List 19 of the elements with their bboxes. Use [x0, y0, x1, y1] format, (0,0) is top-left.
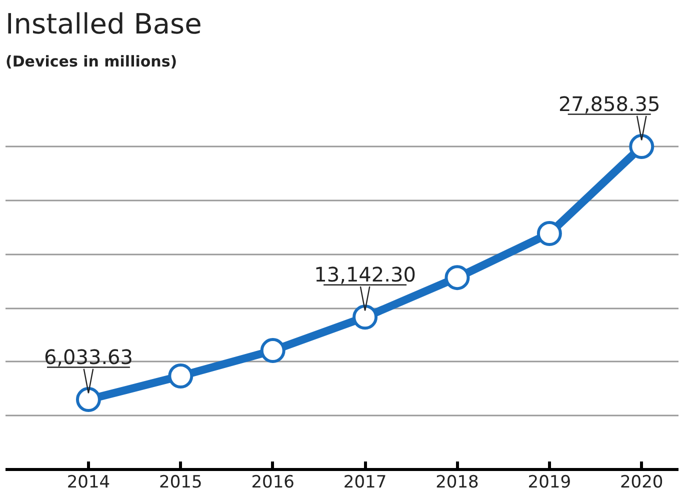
point — [260, 338, 286, 364]
point — [352, 304, 378, 330]
x-tick-label: 2015 — [159, 472, 202, 490]
x-tick-label: 2019 — [528, 472, 572, 490]
point — [536, 221, 562, 246]
data-label: 13,142.30 — [314, 262, 416, 287]
data-label: 6,033.63 — [44, 345, 134, 370]
point — [444, 265, 470, 290]
data-label: 27,858.35 — [558, 92, 660, 116]
x-tick-label: 2014 — [66, 472, 110, 490]
x-tick-label: 2020 — [620, 472, 664, 490]
chart-title: Installed Base — [6, 8, 202, 40]
x-tick-label: 2016 — [251, 472, 294, 490]
x-tick-label: 2017 — [343, 472, 387, 490]
point — [629, 134, 654, 160]
point — [168, 364, 194, 388]
x-tick-label: 2018 — [436, 472, 479, 490]
point — [76, 387, 101, 412]
chart-subtitle: (Devices in millions) — [6, 52, 178, 70]
